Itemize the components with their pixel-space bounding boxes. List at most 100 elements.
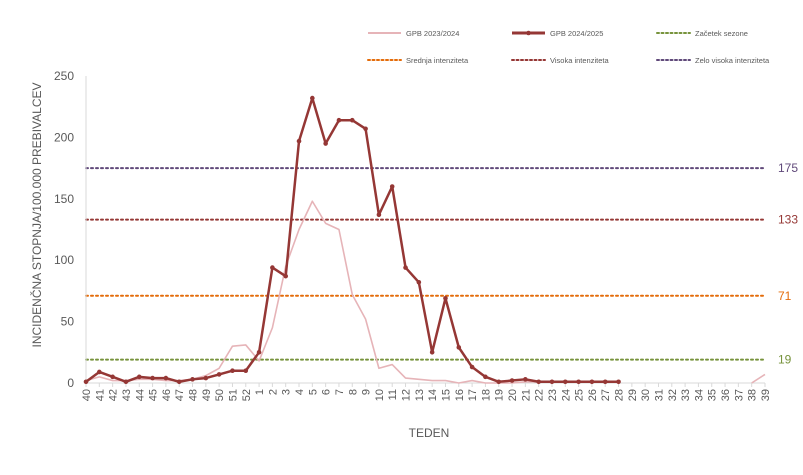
x-tick-label: 22 bbox=[534, 389, 546, 401]
x-tick-label: 30 bbox=[640, 389, 652, 401]
x-tick-label: 5 bbox=[307, 389, 319, 395]
data-point bbox=[97, 369, 102, 375]
x-tick-label: 32 bbox=[667, 389, 679, 401]
x-tick-label: 52 bbox=[241, 389, 253, 401]
y-tick-label: 100 bbox=[54, 253, 74, 267]
x-tick-label: 23 bbox=[547, 389, 559, 401]
x-tick-label: 45 bbox=[148, 389, 160, 401]
threshold-label: 19 bbox=[778, 353, 792, 367]
x-tick-label: 2 bbox=[267, 389, 279, 395]
data-point bbox=[110, 374, 115, 380]
x-tick-label: 27 bbox=[600, 389, 612, 401]
data-point bbox=[602, 379, 608, 385]
x-tick-label: 46 bbox=[161, 389, 173, 401]
data-point bbox=[536, 379, 541, 385]
x-tick-label: 1 bbox=[254, 389, 266, 395]
data-point bbox=[190, 377, 195, 382]
legend-label: GPB 2023/2024 bbox=[406, 29, 459, 38]
data-point bbox=[283, 273, 289, 279]
data-point bbox=[562, 379, 568, 385]
x-tick-label: 6 bbox=[321, 389, 333, 395]
data-point bbox=[256, 350, 262, 355]
data-point bbox=[163, 375, 169, 381]
x-tick-label: 36 bbox=[720, 389, 732, 401]
legend-label: Zelo visoka intenziteta bbox=[695, 56, 770, 65]
data-point bbox=[203, 375, 209, 381]
data-point bbox=[136, 374, 142, 380]
x-tick-label: 34 bbox=[693, 389, 705, 401]
x-tick-label: 26 bbox=[587, 389, 599, 401]
x-tick-label: 41 bbox=[94, 389, 106, 401]
data-point bbox=[363, 126, 368, 132]
x-tick-label: 16 bbox=[454, 389, 466, 401]
threshold-label: 175 bbox=[778, 161, 798, 175]
x-tick-label: 29 bbox=[627, 389, 639, 401]
data-point bbox=[616, 379, 621, 385]
data-point bbox=[429, 350, 435, 355]
x-tick-label: 25 bbox=[574, 389, 586, 401]
data-point bbox=[176, 379, 182, 385]
series-line bbox=[751, 373, 766, 384]
x-tick-label: 11 bbox=[387, 389, 399, 400]
legend-label: Začetek sezone bbox=[695, 29, 748, 38]
legend-marker bbox=[526, 30, 531, 36]
data-point bbox=[349, 117, 355, 123]
data-point bbox=[336, 117, 342, 123]
data-point bbox=[323, 141, 328, 146]
x-tick-label: 13 bbox=[414, 389, 426, 401]
data-point bbox=[469, 364, 475, 370]
y-tick-label: 150 bbox=[54, 192, 74, 206]
data-point bbox=[83, 379, 89, 385]
chart-series bbox=[83, 95, 766, 385]
data-point bbox=[576, 379, 581, 385]
x-tick-label: 15 bbox=[440, 389, 452, 401]
legend-label: Srednja intenziteta bbox=[406, 56, 469, 65]
x-tick-label: 49 bbox=[201, 389, 213, 401]
y-tick-label: 250 bbox=[54, 69, 74, 83]
data-point bbox=[310, 95, 315, 101]
x-tick-label: 8 bbox=[347, 389, 359, 395]
threshold-label: 133 bbox=[778, 213, 798, 227]
x-tick-label: 9 bbox=[361, 389, 373, 395]
x-tick-label: 38 bbox=[747, 389, 759, 401]
series-line bbox=[85, 200, 539, 384]
y-tick-label: 200 bbox=[54, 130, 74, 144]
x-tick-label: 44 bbox=[134, 389, 146, 401]
data-point bbox=[589, 379, 595, 385]
x-tick-label: 37 bbox=[733, 389, 745, 401]
threshold-lines: 19 71 133 175 bbox=[85, 161, 798, 367]
x-tick-label: 21 bbox=[520, 389, 532, 401]
x-tick-label: 51 bbox=[227, 389, 239, 401]
x-tick-label: 7 bbox=[334, 389, 346, 395]
x-tick-label: 31 bbox=[653, 389, 665, 401]
x-tick-label: 14 bbox=[427, 389, 439, 401]
x-tick-label: 3 bbox=[281, 389, 293, 395]
data-point bbox=[403, 265, 408, 270]
chart-legend: GPB 2023/2024 GPB 2024/2025 Začetek sezone… bbox=[367, 29, 770, 65]
x-tick-label: 19 bbox=[494, 389, 506, 401]
y-tick-label: 50 bbox=[61, 315, 75, 329]
x-tick-label: 47 bbox=[174, 389, 186, 401]
y-axis-label: INCIDENČNA STOPNJA/100.000 PREBIVALCEV bbox=[29, 83, 44, 348]
data-point bbox=[443, 295, 448, 301]
data-point bbox=[483, 374, 488, 380]
threshold-label: 71 bbox=[778, 289, 792, 303]
x-tick-label: 20 bbox=[507, 389, 519, 401]
data-point bbox=[549, 379, 555, 385]
x-tick-label: 28 bbox=[614, 389, 626, 401]
data-point bbox=[376, 212, 382, 218]
data-point bbox=[496, 379, 502, 385]
data-point bbox=[216, 372, 222, 377]
data-point bbox=[389, 184, 395, 189]
data-point bbox=[150, 375, 155, 381]
x-tick-label: 33 bbox=[680, 389, 692, 401]
x-tick-label: 12 bbox=[401, 389, 413, 401]
x-tick-label: 18 bbox=[480, 389, 492, 401]
x-axis-label: TEDEN bbox=[409, 426, 450, 440]
data-point bbox=[230, 368, 235, 374]
x-tick-label: 17 bbox=[467, 389, 479, 401]
x-tick-label: 48 bbox=[188, 389, 200, 401]
x-tick-label: 35 bbox=[707, 389, 719, 401]
data-point bbox=[243, 368, 249, 374]
